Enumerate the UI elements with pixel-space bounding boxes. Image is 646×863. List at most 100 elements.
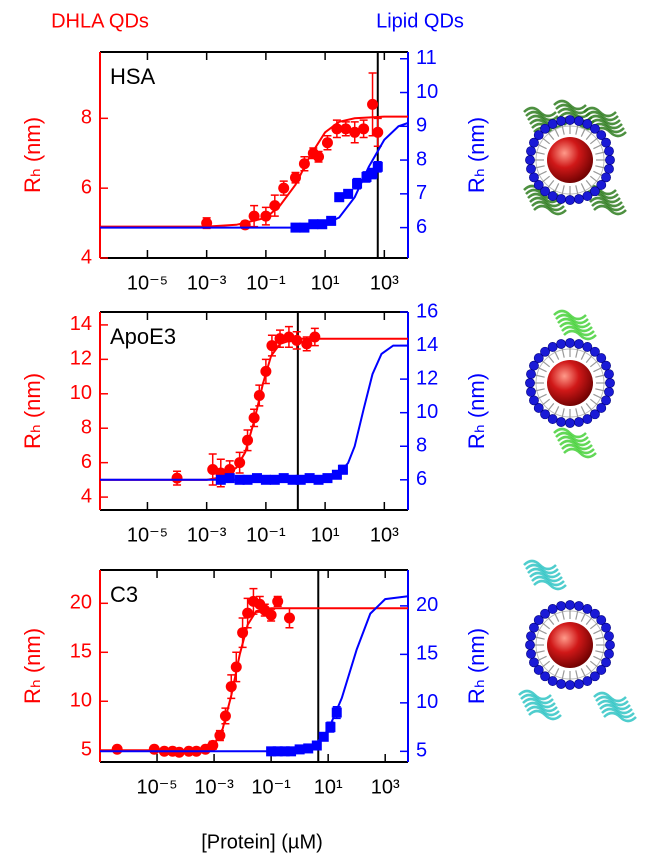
lipid-head [540, 409, 550, 420]
lipid-tail [575, 124, 579, 135]
point [313, 474, 324, 485]
lipid-tail [585, 402, 593, 412]
lipid-head [533, 615, 544, 625]
protein [527, 567, 561, 579]
lipid-tail [593, 628, 603, 635]
y-tick-label: 14 [70, 313, 92, 335]
point [224, 473, 235, 484]
lipid-head [547, 604, 558, 614]
y2-axis-label: Rₕ (nm) [464, 373, 489, 449]
protein [527, 192, 561, 204]
lipid-head [601, 360, 611, 371]
x-tick-label: 10⁻¹ [246, 272, 286, 294]
lipid-head [590, 608, 600, 619]
lipid-head [540, 123, 550, 134]
lipid-tail [541, 137, 551, 145]
lipid-head [604, 387, 614, 397]
fit-line [100, 115, 408, 228]
lipid-tail [561, 670, 565, 681]
lipid-head [590, 123, 600, 134]
y-tick-label: 8 [81, 107, 92, 129]
point [334, 192, 345, 203]
lipid-head [604, 369, 614, 379]
point [309, 331, 321, 343]
lipid-head [533, 180, 544, 190]
lipid-head [529, 172, 539, 183]
x-tick-label: 10⁻⁵ [127, 272, 168, 294]
lipid-head [590, 346, 600, 357]
protein [597, 699, 631, 711]
lipid-tail [537, 143, 547, 150]
lipid-tail [585, 354, 593, 364]
y2-tick-label: 6 [416, 468, 427, 490]
lipid-head [526, 649, 536, 659]
protein [589, 196, 623, 208]
y-tick-label: 4 [81, 246, 92, 268]
lipid-tail [589, 175, 599, 183]
lipid-tail [585, 616, 593, 626]
lipid-head [582, 676, 593, 686]
protein [533, 579, 567, 591]
x-tick-label: 10⁻¹ [251, 776, 291, 798]
lipid-head [574, 601, 584, 611]
y2-tick-label: 10 [416, 81, 438, 103]
protein [553, 99, 587, 111]
protein [555, 103, 589, 115]
lipid-head [605, 378, 615, 388]
annotation: C3 [110, 582, 138, 607]
lipid-tail [593, 655, 603, 662]
lipid-head [526, 369, 536, 379]
qd-core [547, 622, 593, 668]
lipid-head [601, 657, 611, 668]
lipid-head [574, 339, 584, 349]
lipid-tail [575, 408, 579, 419]
y-tick-label: 12 [70, 348, 92, 370]
lipid-tail [595, 151, 606, 155]
lipid-tail [561, 347, 565, 358]
point [313, 151, 325, 163]
illustrations [518, 99, 637, 723]
lipid-tail [547, 616, 555, 626]
lipid-head [565, 338, 575, 348]
lipid-tail [580, 668, 587, 678]
point [242, 607, 254, 619]
lipid-head [596, 180, 607, 190]
lipid-head [556, 116, 566, 126]
protein [525, 563, 559, 575]
lipid-head [604, 164, 614, 174]
lipid-head [604, 631, 614, 641]
lipid-head [540, 608, 550, 619]
lipid-head [582, 414, 593, 424]
x-tick-label: 10⁻³ [194, 776, 234, 798]
lipid-tail [589, 360, 599, 368]
point [266, 340, 278, 352]
protein [557, 107, 591, 119]
protein [531, 575, 565, 587]
lipid-head [526, 387, 536, 397]
lipid-tail [541, 398, 551, 406]
lipid-tail [589, 137, 599, 145]
lipid-head [565, 600, 575, 610]
lipid-head [526, 146, 536, 156]
y2-tick-label: 12 [416, 367, 438, 389]
lipid-tail [553, 183, 560, 193]
y2-tick-label: 10 [416, 401, 438, 423]
lipid-tail [575, 185, 579, 196]
protein [533, 204, 567, 216]
protein [587, 114, 621, 126]
protein [557, 435, 591, 447]
y2-tick-label: 8 [416, 148, 427, 170]
lipid-tail [585, 179, 593, 189]
y-tick-label: 10 [70, 690, 92, 712]
y2-tick-label: 20 [416, 594, 438, 616]
x-tick-label: 10³ [370, 272, 399, 294]
lipid-tail [585, 664, 593, 674]
lipid-head [533, 353, 544, 363]
y-tick-label: 20 [70, 592, 92, 614]
y-axis-label: Rₕ (nm) [20, 373, 45, 449]
lipid-tail [593, 143, 603, 150]
fit-line [100, 344, 408, 481]
lipid-tail [575, 609, 579, 620]
y-tick-label: 8 [81, 416, 92, 438]
point [272, 595, 284, 607]
